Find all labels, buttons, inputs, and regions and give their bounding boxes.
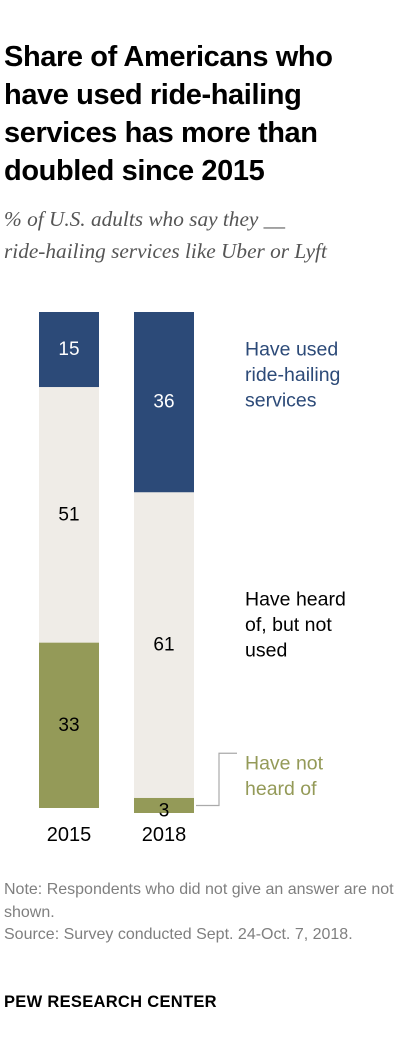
category-label-2018: 2018: [142, 824, 187, 846]
bar-segment-have-not-heard-of-2015: [39, 642, 99, 808]
data-label-have-heard-of-but-not-used-2018: 61: [153, 635, 174, 656]
subtitle-line-1: % of U.S. adults who say they __: [4, 207, 285, 231]
stacked-bar-chart: 15 51 33 36 61 3 2015 2018 Have used ride-haili…: [39, 312, 346, 846]
chart-bars: [39, 312, 194, 813]
chart-category-labels: 2015 2018: [47, 824, 187, 846]
chart-notes: Note: Respondents who did not give an an…: [4, 879, 396, 947]
chart-legend: Have used ride-hailing services Have heard o…: [196, 339, 346, 807]
data-label-have-heard-of-but-not-used-2015: 51: [58, 504, 79, 525]
legend-label-have-used-ride-hailing-services: Have used ride-hailing services: [245, 339, 340, 412]
bar-segment-have-used-ride-hailing-services-2018: [134, 312, 194, 493]
source-text: Source: Survey conducted Sept. 24-Oct. 7…: [4, 926, 353, 943]
bar-segment-have-used-ride-hailing-services-2015: [39, 312, 99, 388]
legend-label-have-heard-of-but-not-used: Have heard of, but not used: [245, 589, 346, 662]
pew-research-logo-text: PEW RESEARCH CENTER: [4, 993, 217, 1011]
note-text: Note: Respondents who did not give an an…: [4, 881, 394, 921]
category-label-2015: 2015: [47, 824, 92, 846]
chart-subtitle: % of U.S. adults who say they __ ride-ha…: [4, 203, 400, 267]
data-label-have-used-ride-hailing-services-2015: 15: [58, 339, 79, 360]
chart-title: Share of Americans who have used ride-ha…: [4, 41, 333, 187]
legend-leader-line: [196, 752, 237, 807]
bar-segment-have-heard-of-but-not-used-2015: [39, 387, 99, 643]
legend-label-have-not-heard-of: Have not heard of: [245, 752, 324, 800]
data-label-have-not-heard-of-2018: 3: [159, 801, 170, 822]
subtitle-line-2: ride-hailing services like Uber or Lyft: [4, 239, 327, 263]
chart-data-labels: 15 51 33 36 61 3: [58, 339, 174, 821]
bar-segment-have-heard-of-but-not-used-2018: [134, 492, 194, 798]
data-label-have-not-heard-of-2015: 33: [58, 715, 79, 736]
data-label-have-used-ride-hailing-services-2018: 36: [153, 392, 174, 413]
bar-segment-have-not-heard-of-2018: [134, 797, 194, 813]
